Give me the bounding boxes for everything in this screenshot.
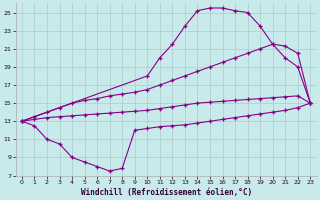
X-axis label: Windchill (Refroidissement éolien,°C): Windchill (Refroidissement éolien,°C): [81, 188, 252, 197]
